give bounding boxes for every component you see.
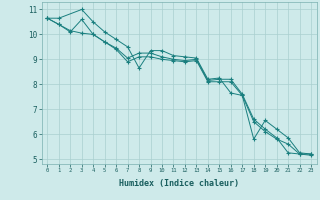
X-axis label: Humidex (Indice chaleur): Humidex (Indice chaleur) (119, 179, 239, 188)
